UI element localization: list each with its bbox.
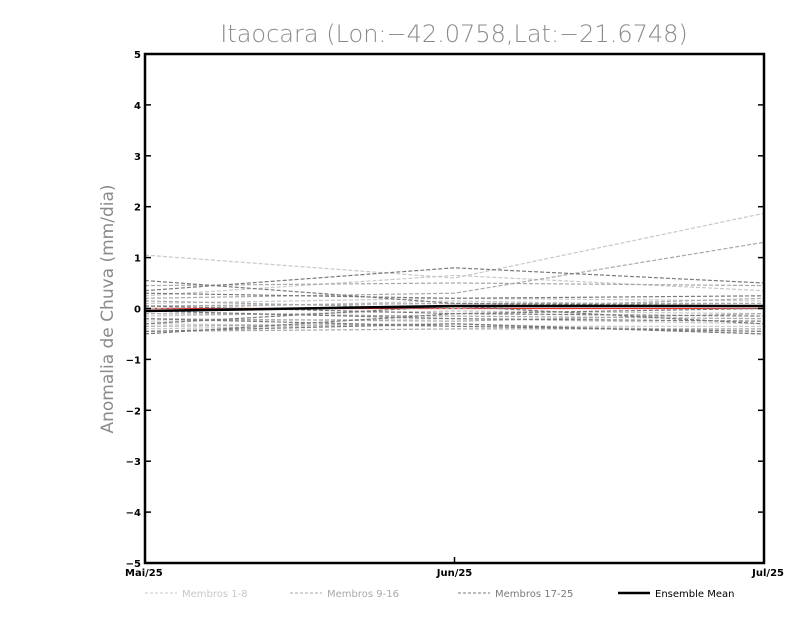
- member-series-line-23: [144, 305, 765, 325]
- legend-label: Membros 17-25: [495, 589, 573, 600]
- member-series-line-7: [144, 300, 765, 310]
- y-tick-label: 4: [134, 101, 141, 112]
- legend-label: Ensemble Mean: [655, 589, 734, 600]
- x-tick-label: Mai/25: [125, 568, 163, 579]
- member-series-line-2: [144, 274, 765, 297]
- x-tick-label: Jul/25: [751, 568, 784, 579]
- chart-title: Itaocara (Lon:−42.0758,Lat:−21.6748): [220, 20, 688, 48]
- member-series-line-1: [144, 212, 765, 279]
- member-series-line-25: [144, 312, 765, 335]
- y-tick-label: 2: [134, 203, 141, 214]
- member-series-line-10: [144, 241, 765, 299]
- legend-entry-3: Membros 17-25: [458, 589, 573, 600]
- legend-entry-2: Membros 9-16: [290, 589, 399, 600]
- y-tick-label: −3: [126, 457, 141, 468]
- member-series-line-9: [144, 282, 765, 287]
- member-series-line-21: [144, 310, 765, 322]
- legend-entry-4: Ensemble Mean: [618, 589, 734, 600]
- y-tick-label: −4: [126, 508, 141, 519]
- y-tick-label: −2: [126, 406, 141, 417]
- y-axis-label: Anomalia de Chuva (mm/dia): [98, 184, 118, 433]
- x-tick-label: Jun/25: [436, 568, 473, 579]
- member-series-line-24: [144, 323, 765, 335]
- y-tick-label: −5: [126, 559, 141, 570]
- legend-label: Membros 9-16: [327, 589, 399, 600]
- plot-frame: [143, 52, 766, 565]
- member-series-line-18: [144, 267, 765, 292]
- y-tick-label: 5: [134, 50, 141, 61]
- member-series-line-15: [144, 297, 765, 310]
- y-tick-label: −1: [126, 355, 141, 366]
- legend-entry-1: Membros 1-8: [145, 589, 248, 600]
- member-series-line-13: [144, 313, 765, 322]
- legend: Membros 1-8 Membros 9-16 Membros 17-25 Ense…: [145, 589, 734, 600]
- member-series-line-16: [144, 328, 764, 332]
- legend-label: Membros 1-8: [182, 589, 248, 600]
- series-layer: [144, 212, 765, 335]
- member-series-line-22: [144, 318, 765, 332]
- y-tick-label: 0: [134, 305, 141, 316]
- y-tick-label: 3: [134, 152, 141, 163]
- y-tick-label: 1: [134, 254, 141, 265]
- member-series-line-19: [144, 292, 765, 299]
- ensemble-mean-line: [144, 304, 764, 313]
- member-series-line-12: [144, 313, 765, 320]
- member-series-line-11: [144, 302, 764, 307]
